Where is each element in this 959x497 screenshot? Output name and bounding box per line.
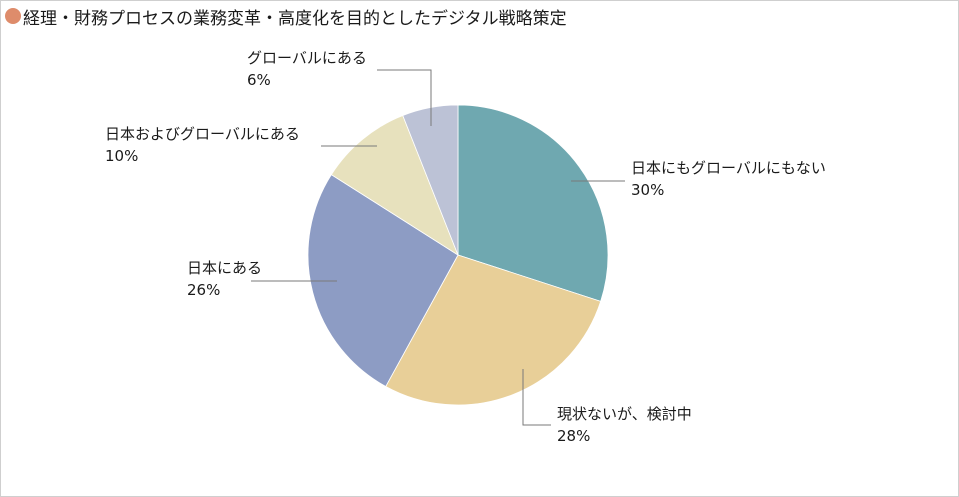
slice-percent-label: 10%: [105, 147, 138, 165]
chart-title: 経理・財務プロセスの業務変革・高度化を目的としたデジタル戦略策定: [23, 8, 567, 29]
pie-slice: [402, 104, 459, 256]
title-row: 経理・財務プロセスの業務変革・高度化を目的としたデジタル戦略策定: [5, 4, 567, 29]
slice-label: 日本にある: [187, 259, 262, 277]
slice-percent-label: 28%: [557, 427, 590, 445]
title-bullet-icon: [5, 8, 21, 24]
pie-slice: [385, 254, 602, 406]
pie-slice: [330, 115, 459, 256]
leader-line: [377, 69, 432, 126]
slice-percent-label: 6%: [247, 71, 271, 89]
slice-label: グローバルにある: [247, 49, 367, 67]
slice-label: 現状ないが、検討中: [557, 405, 692, 423]
slice-percent-label: 26%: [187, 281, 220, 299]
leader-line: [522, 369, 551, 426]
slice-label: 日本およびグローバルにある: [105, 125, 300, 143]
slice-percent-label: 30%: [631, 181, 664, 199]
slice-labels: 日本にもグローバルにもない 30% 現状ないが、検討中 28% 日本にある 26% 日本およ…: [105, 49, 826, 445]
pie-slices: [307, 104, 609, 406]
pie-slice: [307, 174, 459, 387]
leader-lines: [251, 69, 625, 426]
slice-label: 日本にもグローバルにもない: [631, 159, 826, 177]
pie-slice: [457, 104, 609, 302]
